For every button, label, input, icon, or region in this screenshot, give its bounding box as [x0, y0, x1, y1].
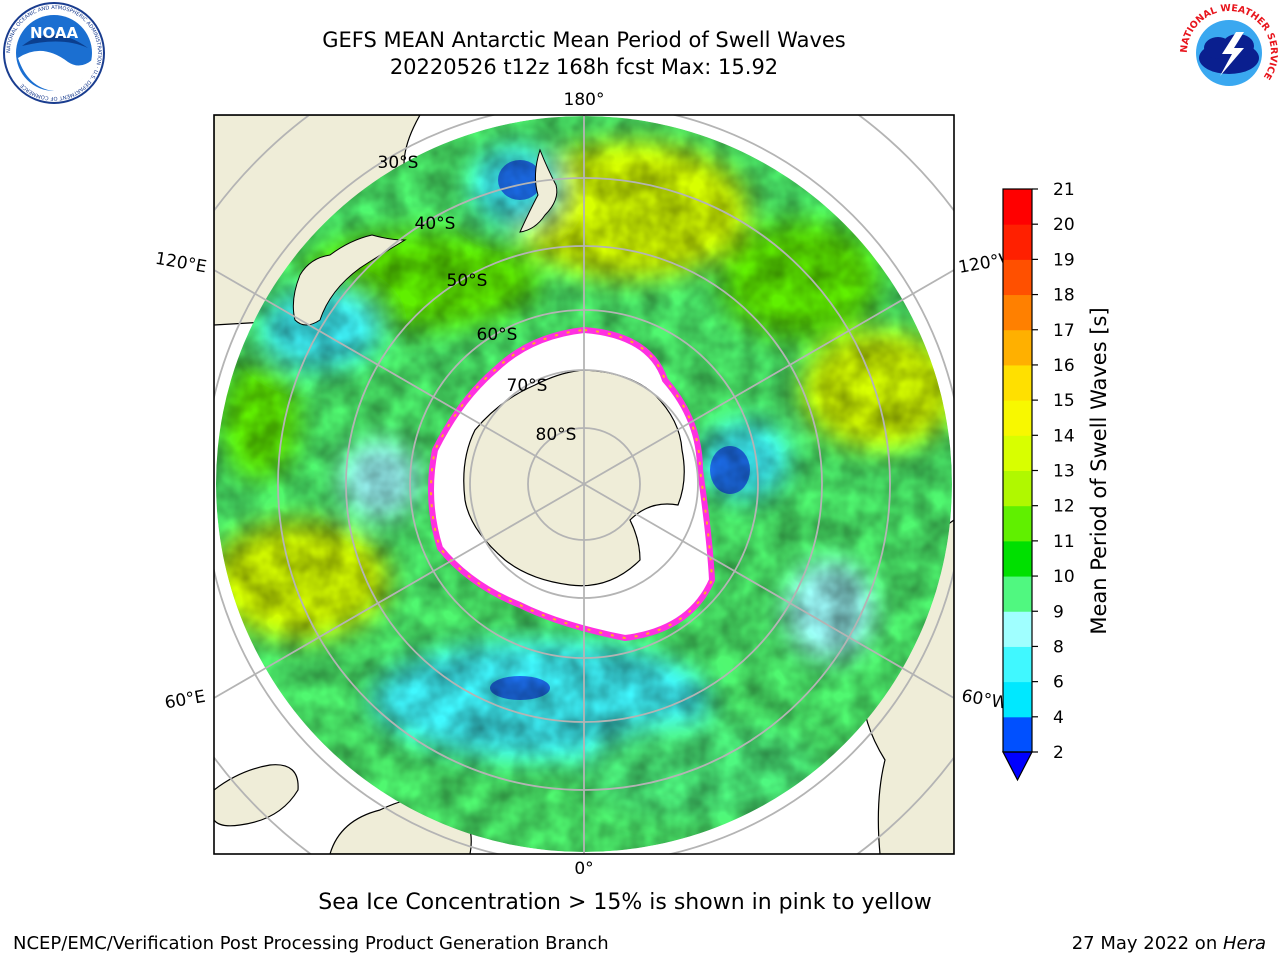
- colorbar: 2 4 6 8 9 10 11 12 13 14 15 16 17 18 19 20 21: [1002, 180, 1075, 782]
- lon-label-top: 180°: [564, 90, 605, 110]
- lon-label-bottom: 0°: [574, 859, 593, 879]
- colorbar-tick-label: 9: [1053, 602, 1064, 622]
- lon-label-upper-left: 120°E: [154, 249, 208, 278]
- footer-credit: NCEP/EMC/Verification Post Processing Pr…: [13, 933, 609, 954]
- colorbar-swatch: [1003, 576, 1032, 612]
- chart-title: GEFS MEAN Antarctic Mean Period of Swell…: [322, 28, 846, 52]
- colorbar-swatch: [1003, 716, 1032, 753]
- colorbar-swatch: [1003, 294, 1032, 331]
- colorbar-tick-label: 4: [1053, 708, 1064, 728]
- nws-logo-icon: NATIONAL WEATHER SERVICE: [1179, 3, 1279, 102]
- colorbar-tick-label: 11: [1053, 532, 1075, 552]
- sea-ice-note: Sea Ice Concentration > 15% is shown in …: [0, 890, 1280, 915]
- colorbar-swatch: [1003, 470, 1032, 507]
- colorbar-swatch: [1003, 329, 1032, 366]
- colorbar-tick-label: 2: [1053, 743, 1064, 763]
- colorbar-swatch: [1003, 681, 1032, 718]
- lat-label: 40°S: [415, 214, 456, 234]
- colorbar-swatch: [1003, 646, 1032, 683]
- colorbar-tick-label: 16: [1053, 356, 1075, 376]
- footer-date-text: 27 May 2022 on: [1071, 933, 1223, 954]
- noaa-logo-text: NOAA: [30, 24, 79, 42]
- lat-label: 80°S: [536, 425, 577, 445]
- colorbar-swatch: [1003, 400, 1032, 436]
- colorbar-swatch: [1003, 611, 1032, 647]
- lat-label: 70°S: [507, 376, 548, 396]
- footer-machine: Hera: [1222, 933, 1266, 954]
- lon-label-lower-left: 60°E: [163, 687, 207, 714]
- noaa-logo-icon: NOAA NATIONAL OCEANIC AND ATMOSPHERIC AD…: [3, 2, 105, 104]
- map-frame: [213, 114, 955, 855]
- colorbar-swatch: [1003, 435, 1032, 471]
- colorbar-tick-label: 18: [1053, 286, 1075, 306]
- colorbar-swatch: [1003, 259, 1032, 296]
- colorbar-tick-label: 13: [1053, 462, 1075, 482]
- footer-date: 27 May 2022 on Hera: [1072, 933, 1266, 954]
- colorbar-tick-label: 14: [1053, 426, 1075, 446]
- colorbar-swatch: [1003, 540, 1032, 577]
- colorbar-tick-label: 8: [1053, 637, 1064, 657]
- colorbar-tick-label: 15: [1053, 391, 1075, 411]
- colorbar-swatch: [1003, 189, 1032, 225]
- chart-subtitle: 20220526 t12z 168h fcst Max: 15.92: [389, 55, 779, 79]
- colorbar-tick-label: 17: [1053, 321, 1075, 341]
- graticule: [214, 115, 954, 854]
- lat-label: 60°S: [477, 325, 518, 345]
- colorbar-tick-label: 21: [1053, 180, 1075, 200]
- colorbar-tick-label: 19: [1053, 250, 1075, 270]
- colorbar-tick-label: 10: [1053, 567, 1075, 587]
- sea-ice-note-text: Sea Ice Concentration > 15% is shown in …: [318, 890, 932, 915]
- colorbar-tick-label: 20: [1053, 215, 1075, 235]
- colorbar-swatch: [1003, 224, 1032, 260]
- colorbar-label: Mean Period of Swell Waves [s]: [1087, 307, 1111, 634]
- colorbar-swatch: [1003, 364, 1032, 401]
- colorbar-extend-min: [1002, 751, 1033, 782]
- colorbar-tick-label: 6: [1053, 673, 1064, 693]
- lat-label: 30°S: [378, 153, 419, 173]
- lat-label: 50°S: [447, 271, 488, 291]
- colorbar-tick-label: 12: [1053, 497, 1075, 517]
- colorbar-swatch: [1003, 505, 1032, 542]
